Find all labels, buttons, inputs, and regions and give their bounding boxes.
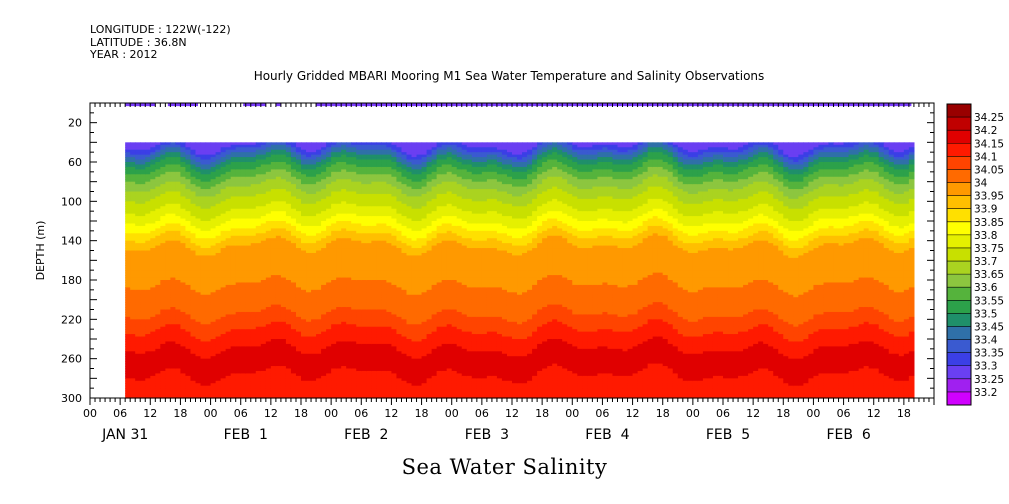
colorbar-swatch <box>947 392 971 405</box>
y-tick-label: 20 <box>68 117 82 130</box>
x-hour-tick-label: 06 <box>475 407 489 420</box>
colorbar-label: 33.6 <box>974 282 998 294</box>
colorbar-label: 33.65 <box>974 269 1004 281</box>
colorbar-label: 33.35 <box>974 348 1004 360</box>
colorbar-swatch <box>947 287 971 300</box>
y-tick-label: 60 <box>68 156 82 169</box>
colorbar-label: 33.4 <box>974 335 998 347</box>
colorbar-swatch <box>947 366 971 379</box>
colorbar-swatch <box>947 261 971 274</box>
colorbar-swatch <box>947 222 971 235</box>
y-tick-label: 180 <box>61 274 82 287</box>
x-hour-tick-label: 18 <box>656 407 670 420</box>
y-tick-label: 100 <box>61 195 82 208</box>
x-hour-tick-label: 00 <box>445 407 459 420</box>
colorbar-swatch <box>947 353 971 366</box>
colorbar-swatch <box>947 300 971 313</box>
salinity-field <box>125 142 914 398</box>
colorbar-label: 34.2 <box>974 125 997 137</box>
x-hour-tick-label: 06 <box>234 407 248 420</box>
colorbar-label: 33.95 <box>974 191 1004 203</box>
colorbar-label: 34.15 <box>974 138 1004 150</box>
colorbar-swatch <box>947 104 971 117</box>
colorbar-label: 34.1 <box>974 151 997 163</box>
x-hour-tick-label: 18 <box>776 407 790 420</box>
x-hour-tick-label: 12 <box>264 407 278 420</box>
x-day-label: JAN 31 <box>101 427 148 443</box>
colorbar-label: 33.2 <box>974 387 997 399</box>
x-hour-tick-label: 18 <box>294 407 308 420</box>
colorbar-label: 33.75 <box>974 243 1004 255</box>
colorbar-label: 33.9 <box>974 204 997 216</box>
colorbar-swatch <box>947 274 971 287</box>
x-hour-tick-label: 18 <box>415 407 429 420</box>
x-day-label: FEB 4 <box>585 427 629 443</box>
x-day-label: FEB 5 <box>706 427 750 443</box>
colorbar-label: 34.25 <box>974 112 1004 124</box>
x-hour-tick-label: 12 <box>746 407 760 420</box>
colorbar-swatch <box>947 209 971 222</box>
colorbar-label: 34.05 <box>974 164 1004 176</box>
x-hour-tick-label: 00 <box>806 407 820 420</box>
colorbar-swatch <box>947 183 971 196</box>
x-day-label: FEB 3 <box>465 427 509 443</box>
x-hour-tick-label: 00 <box>83 407 97 420</box>
x-hour-tick-label: 00 <box>324 407 338 420</box>
colorbar-swatch <box>947 379 971 392</box>
colorbar-swatch <box>947 248 971 261</box>
colorbar-swatch <box>947 235 971 248</box>
y-tick-label: 140 <box>61 235 82 248</box>
colorbar-swatch <box>947 196 971 209</box>
x-hour-tick-label: 06 <box>354 407 368 420</box>
x-hour-tick-label: 00 <box>565 407 579 420</box>
x-hour-tick-label: 06 <box>113 407 127 420</box>
colorbar-swatch <box>947 156 971 169</box>
colorbar-label: 33.3 <box>974 361 997 373</box>
y-tick-label: 300 <box>61 392 82 405</box>
x-hour-tick-label: 06 <box>595 407 609 420</box>
colorbar-swatch <box>947 326 971 339</box>
colorbar-label: 33.7 <box>974 256 997 268</box>
x-day-label: FEB 1 <box>224 427 268 443</box>
surface-bar <box>168 103 198 106</box>
x-hour-tick-label: 12 <box>626 407 640 420</box>
y-axis-label: DEPTH (m) <box>34 221 47 281</box>
colorbar-swatch <box>947 117 971 130</box>
x-hour-tick-label: 18 <box>535 407 549 420</box>
x-hour-tick-label: 00 <box>686 407 700 420</box>
colorbar-label: 33.5 <box>974 308 997 320</box>
x-hour-tick-label: 12 <box>505 407 519 420</box>
surface-bar <box>243 103 266 106</box>
colorbar-label: 33.8 <box>974 230 997 242</box>
colorbar-label: 33.55 <box>974 295 1004 307</box>
x-hour-tick-label: 00 <box>204 407 218 420</box>
x-day-label: FEB 6 <box>826 427 870 443</box>
colorbar-label: 34 <box>974 178 988 190</box>
colorbar-label: 33.85 <box>974 217 1004 229</box>
y-tick-label: 220 <box>61 313 82 326</box>
colorbar-swatch <box>947 169 971 182</box>
colorbar-label: 33.25 <box>974 374 1004 386</box>
colorbar-swatch <box>947 313 971 326</box>
x-hour-tick-label: 12 <box>384 407 398 420</box>
colorbar-swatch <box>947 130 971 143</box>
chart-footer-title: Sea Water Salinity <box>0 455 1009 479</box>
colorbar-swatch <box>947 143 971 156</box>
colorbar-label: 33.45 <box>974 321 1004 333</box>
y-tick-label: 260 <box>61 353 82 366</box>
x-hour-tick-label: 06 <box>716 407 730 420</box>
x-day-label: FEB 2 <box>344 427 388 443</box>
x-hour-tick-label: 12 <box>143 407 157 420</box>
colorbar-swatch <box>947 340 971 353</box>
x-hour-tick-label: 12 <box>867 407 881 420</box>
x-hour-tick-label: 18 <box>173 407 187 420</box>
x-hour-tick-label: 18 <box>897 407 911 420</box>
x-hour-tick-label: 06 <box>837 407 851 420</box>
surface-bar <box>316 103 911 106</box>
surface-bar <box>276 103 281 106</box>
